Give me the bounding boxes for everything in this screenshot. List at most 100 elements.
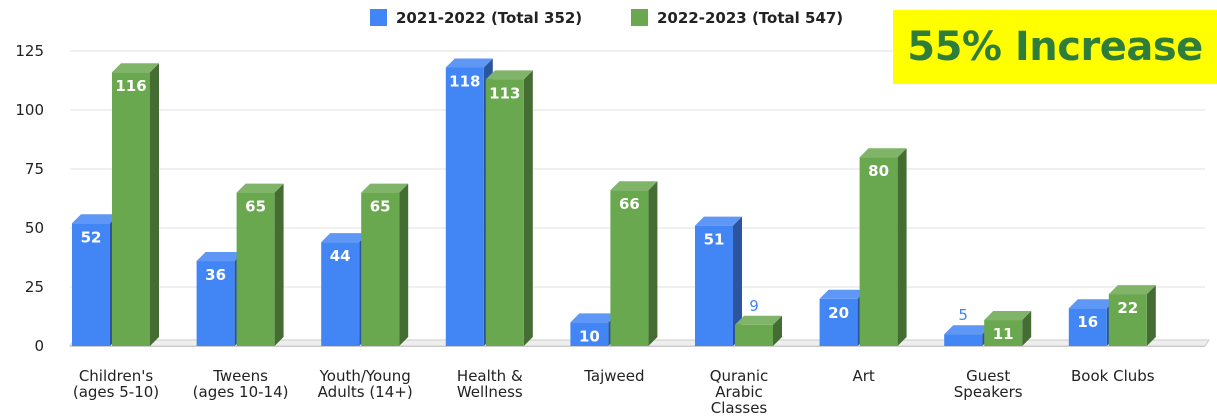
bar-front: [984, 320, 1023, 346]
y-axis: 0 25 50 75 100 125: [15, 42, 44, 355]
y-tick-label: 50: [25, 219, 44, 237]
x-axis-labels: Children's (ages 5-10) Tweens (ages 10-14) Y…: [73, 367, 1155, 417]
bar-front: [361, 192, 400, 346]
bar-series-1: 16: [1068, 299, 1116, 346]
data-label: 65: [370, 198, 391, 216]
bar-front: [944, 334, 983, 346]
bar-top: [610, 181, 658, 191]
bar-series-2: 22: [1108, 285, 1156, 346]
bar-top: [1068, 299, 1116, 309]
bar-top: [196, 252, 244, 262]
bar-series-1: 51: [695, 216, 742, 346]
x-tick-label: Tweens (ages 10-14): [193, 367, 289, 401]
y-tick-label: 100: [15, 101, 44, 119]
data-label: 9: [749, 297, 759, 315]
bars-group: 52 116 36 65 44 65 118 113 10 66 51 9 20 80 5 11 16 22: [72, 58, 1156, 347]
bar-top: [570, 313, 618, 323]
bar-top: [944, 325, 992, 335]
bar-series-1: 20: [819, 289, 867, 346]
bar-series-1: 44: [321, 233, 369, 346]
data-label: 52: [81, 228, 102, 246]
legend-swatch: [631, 9, 648, 26]
bar-front: [1068, 308, 1107, 346]
legend-swatch: [370, 9, 387, 26]
x-tick-label: Book Clubs: [1071, 367, 1155, 385]
bar-series-2: 116: [112, 63, 159, 347]
legend: 2021-2022 (Total 352) 2022-2023 (Total 54…: [370, 9, 843, 27]
data-label: 44: [330, 247, 351, 265]
bar-top: [72, 214, 119, 224]
bar-series-2: 65: [236, 183, 284, 346]
data-label: 5: [958, 306, 968, 324]
data-label: 118: [449, 73, 480, 91]
legend-item-series-2: 2022-2023 (Total 547): [631, 9, 843, 27]
data-label: 65: [245, 198, 266, 216]
legend-label: 2022-2023 (Total 547): [657, 9, 843, 27]
x-tick-label: Art: [852, 367, 874, 385]
x-tick-label: Guest Speakers: [954, 367, 1023, 401]
data-label: 36: [205, 266, 226, 284]
data-label: 51: [704, 231, 725, 249]
bar-top: [445, 58, 493, 68]
x-tick-label: Youth/Young Adults (14+): [318, 367, 413, 401]
x-tick-label: Children's (ages 5-10): [73, 367, 159, 401]
bar-front: [735, 324, 773, 346]
bar-side: [1022, 311, 1032, 346]
bar-top: [1108, 285, 1156, 295]
data-label: 11: [993, 325, 1014, 343]
bar-top: [695, 216, 742, 226]
bar-front: [321, 242, 360, 346]
bar-front: [695, 225, 733, 346]
bar-front: [196, 261, 235, 346]
bar-side: [733, 216, 742, 346]
increase-callout-text: 55% Increase: [907, 24, 1203, 70]
bar-series-1: 118: [445, 58, 493, 347]
bar-top: [859, 148, 907, 158]
y-tick-label: 25: [25, 278, 44, 296]
y-tick-label: 0: [34, 337, 44, 355]
bar-side: [523, 70, 533, 346]
bar-series-2: 65: [361, 183, 409, 346]
bar-front: [819, 298, 858, 346]
x-tick-label: Health & Wellness: [457, 367, 523, 401]
bar-series-2: 9: [735, 297, 782, 346]
bar-series-2: 80: [859, 148, 907, 346]
x-tick-label: Quranic Arabic Classes: [710, 367, 769, 417]
y-tick-label: 75: [25, 160, 44, 178]
data-label: 22: [1117, 299, 1138, 317]
bar-side: [150, 63, 159, 347]
bar-side: [399, 183, 409, 346]
bar-series-1: 5: [944, 306, 992, 346]
bar-front: [236, 192, 275, 346]
bar-top: [984, 311, 1032, 321]
data-label: 20: [828, 304, 849, 322]
bar-top: [321, 233, 369, 243]
bar-front: [72, 223, 110, 346]
data-label: 66: [619, 195, 640, 213]
bar-front: [1108, 294, 1147, 346]
bar-top: [236, 183, 284, 193]
legend-item-series-1: 2021-2022 (Total 352): [370, 9, 582, 27]
bar-series-2: 113: [485, 70, 533, 346]
bar-front: [570, 322, 609, 346]
data-label: 116: [115, 77, 146, 95]
bar-side: [1146, 285, 1156, 346]
bar-front: [485, 79, 524, 346]
bar-side: [897, 148, 907, 346]
bar-series-1: 10: [570, 313, 618, 346]
bar-top: [819, 289, 867, 299]
bar-side: [274, 183, 284, 346]
x-tick-label: Tajweed: [583, 367, 644, 385]
bar-series-1: 52: [72, 214, 119, 346]
bar-side: [648, 181, 658, 346]
bar-series-1: 36: [196, 252, 244, 346]
y-tick-label: 125: [15, 42, 44, 60]
bar-front: [610, 190, 649, 346]
bar-top: [361, 183, 409, 193]
bar-top: [112, 63, 159, 73]
bar-top: [485, 70, 533, 80]
data-label: 16: [1077, 313, 1098, 331]
data-label: 113: [489, 84, 520, 102]
bar-front: [112, 72, 150, 347]
